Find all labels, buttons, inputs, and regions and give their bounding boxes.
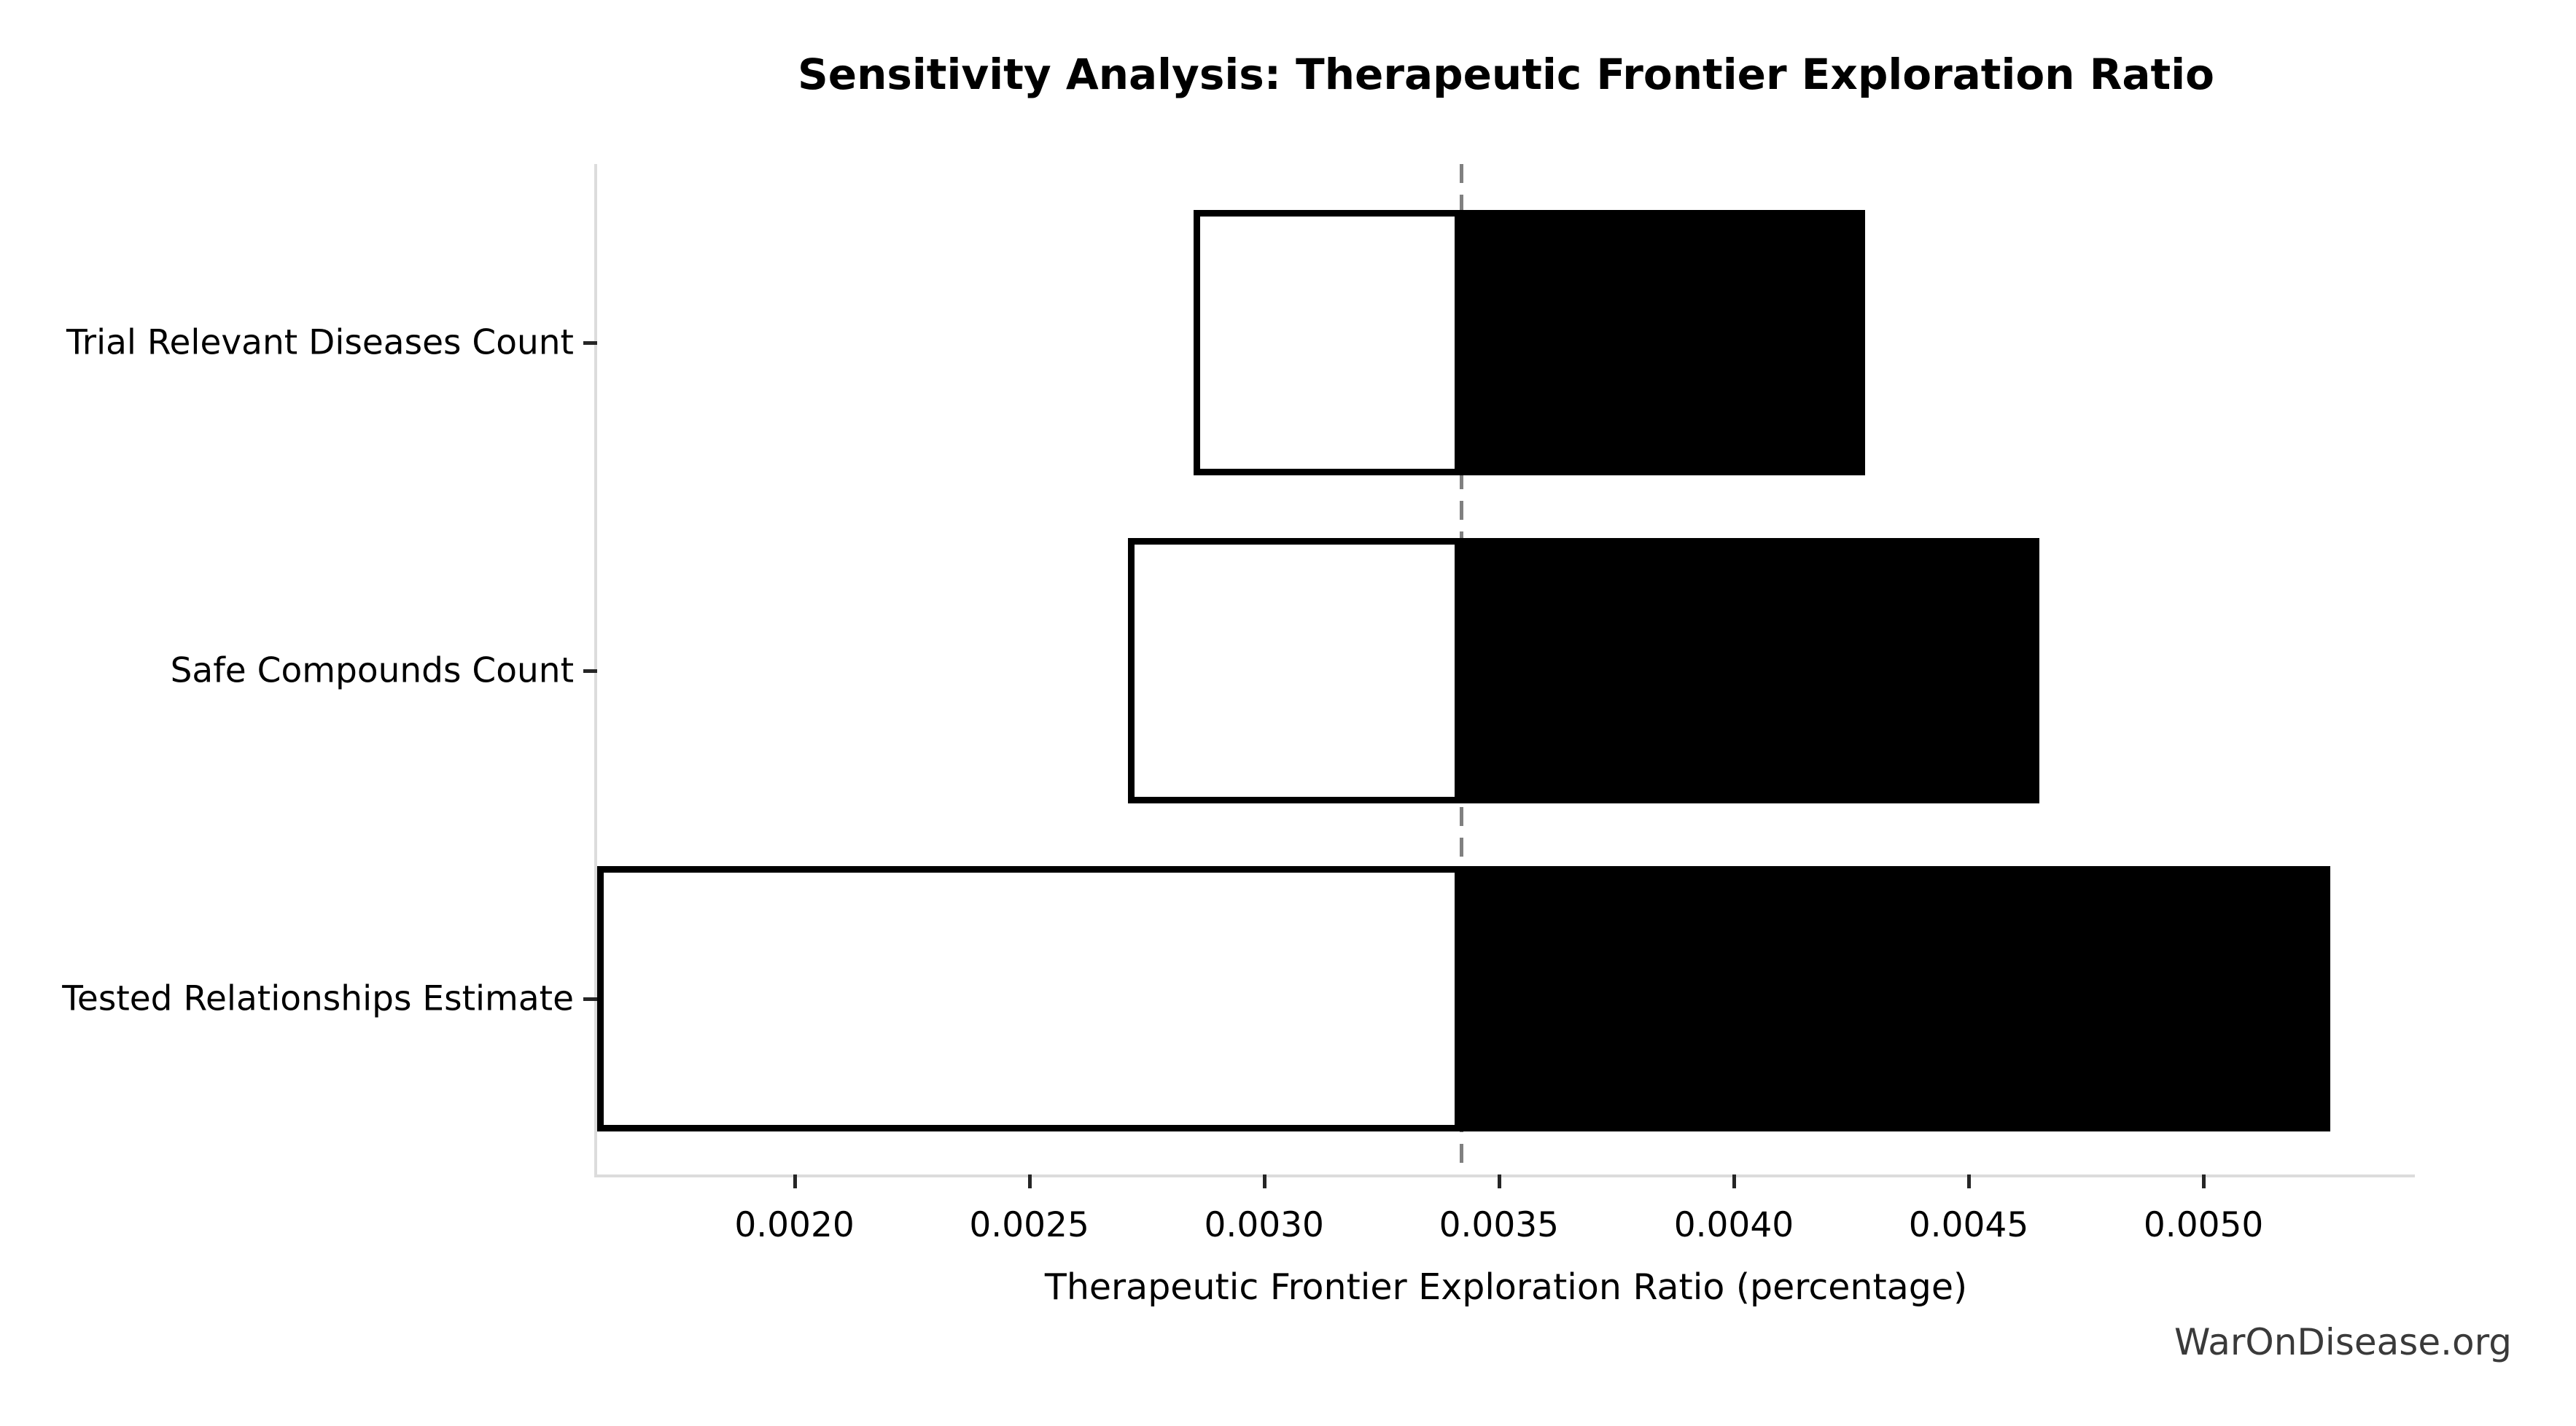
bar-high-segment: [1461, 866, 2331, 1131]
plot-area: Trial Relevant Diseases Count Safe Compou…: [62, 164, 2415, 1245]
x-axis-tick: [1732, 1174, 1736, 1188]
x-axis-tick-label: 0.0020: [734, 1205, 855, 1245]
y-axis-tick: [583, 997, 597, 1001]
bar-high-segment: [1461, 538, 2039, 803]
bar-low-segment: [1194, 210, 1462, 475]
x-axis-spine: [594, 1174, 2415, 1177]
x-axis-tick: [1967, 1174, 1972, 1188]
bar-low-segment: [597, 866, 1462, 1131]
x-axis-tick: [1497, 1174, 1501, 1188]
y-axis-tick-label: Safe Compounds Count: [170, 650, 574, 691]
x-axis-tick: [1262, 1174, 1266, 1188]
x-axis-tick-label: 0.0040: [1673, 1205, 1794, 1245]
y-axis-tick: [583, 341, 597, 345]
x-axis-tick-label: 0.0025: [969, 1205, 1089, 1245]
x-axis-tick: [1027, 1174, 1032, 1188]
y-axis-tick-label: Trial Relevant Diseases Count: [66, 322, 574, 363]
chart-title: Sensitivity Analysis: Therapeutic Fronti…: [798, 50, 2214, 99]
x-axis-tick-label: 0.0045: [1908, 1205, 2029, 1245]
x-axis-tick-label: 0.0035: [1439, 1205, 1560, 1245]
x-axis-tick-label: 0.0050: [2143, 1205, 2264, 1245]
y-axis-tick-label: Tested Relationships Estimate: [62, 978, 574, 1019]
x-axis-tick: [793, 1174, 797, 1188]
x-axis-label: Therapeutic Frontier Exploration Ratio (…: [1044, 1266, 1968, 1308]
x-axis-tick: [2202, 1174, 2206, 1188]
y-axis-tick: [583, 669, 597, 673]
x-axis-tick-label: 0.0030: [1204, 1205, 1324, 1245]
bar-high-segment: [1461, 210, 1866, 475]
watermark-text: WarOnDisease.org: [2174, 1321, 2512, 1363]
bar-low-segment: [1127, 538, 1462, 803]
